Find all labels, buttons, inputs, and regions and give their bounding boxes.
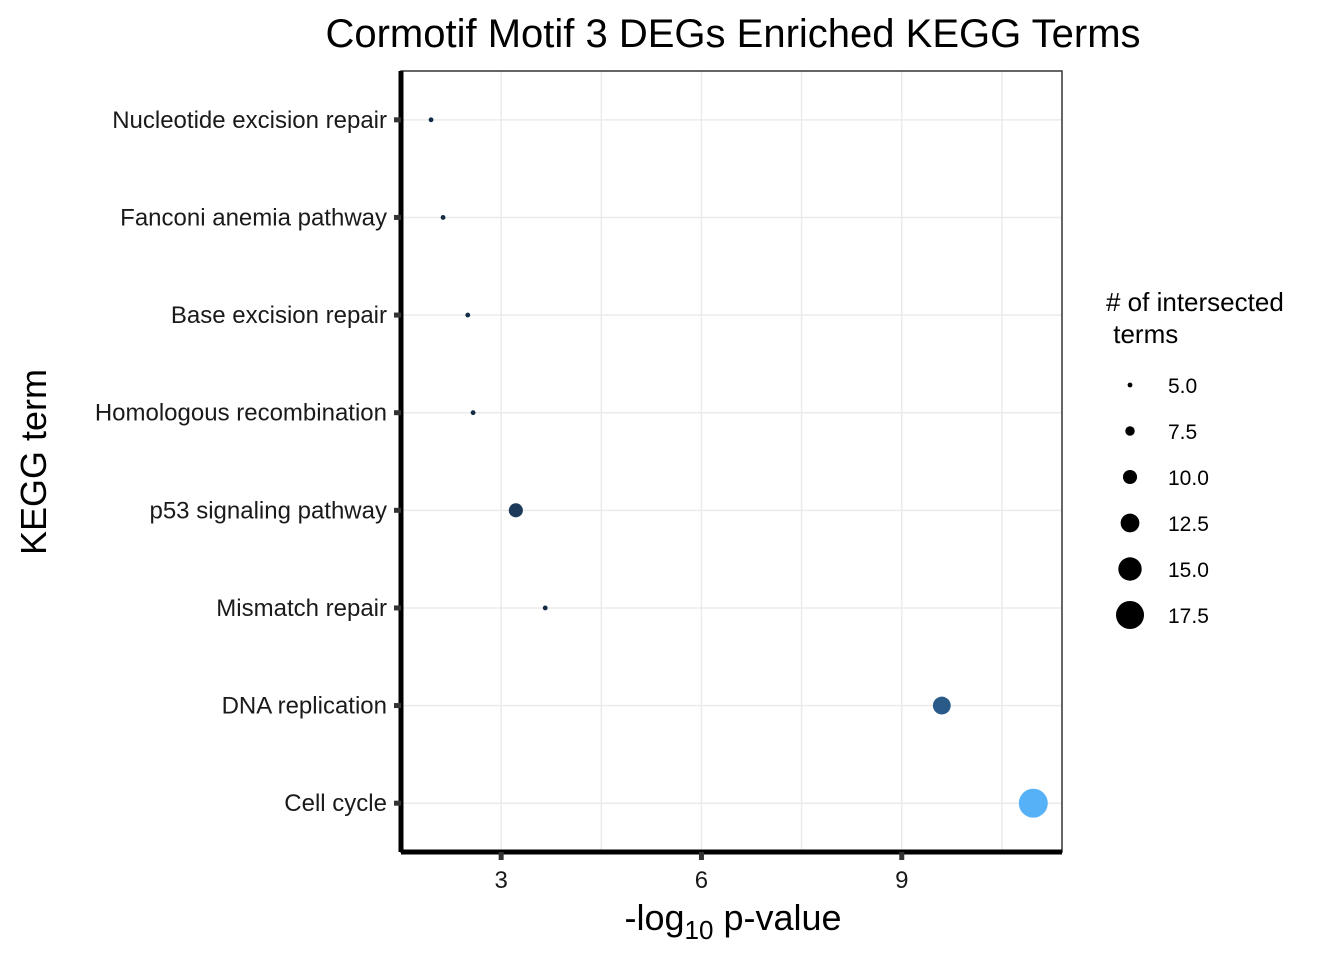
y-tick-label: Mismatch repair bbox=[216, 595, 387, 622]
grid-lines bbox=[401, 71, 1062, 852]
y-tick-label: Cell cycle bbox=[284, 790, 387, 817]
y-tick-label: Homologous recombination bbox=[95, 400, 387, 427]
data-point bbox=[1018, 788, 1048, 818]
data-point bbox=[470, 410, 476, 416]
size-legend: 5.0 7.5 10.0 12.5 15.0 17.5 bbox=[1115, 375, 1209, 630]
legend-key-circle bbox=[1125, 426, 1135, 436]
legend-key-label: 10.0 bbox=[1168, 467, 1209, 490]
legend-key-label: 15.0 bbox=[1168, 559, 1209, 582]
chart-title: Cormotif Motif 3 DEGs Enriched KEGG Term… bbox=[325, 12, 1140, 56]
x-tick-label: 3 bbox=[494, 867, 507, 894]
data-point bbox=[440, 215, 446, 220]
data-point bbox=[508, 503, 523, 518]
data-point bbox=[932, 696, 951, 715]
y-tick-label: Nucleotide excision repair bbox=[112, 107, 387, 134]
data-point bbox=[428, 117, 434, 123]
x-axis-title-prefix: -log bbox=[624, 897, 684, 938]
legend-key-circle bbox=[1115, 600, 1145, 630]
data-point bbox=[542, 605, 548, 611]
x-axis-title-suffix: p-value bbox=[713, 897, 841, 938]
data-points bbox=[428, 117, 1048, 818]
legend-key-circle bbox=[1127, 382, 1133, 388]
y-tick-label: DNA replication bbox=[222, 693, 387, 720]
y-tick-label: p53 signaling pathway bbox=[149, 497, 387, 524]
x-axis-title-subscript: 10 bbox=[685, 915, 714, 945]
x-axis-title: -log10 p-value bbox=[624, 897, 841, 945]
legend-key-label: 17.5 bbox=[1168, 605, 1209, 628]
legend-key-label: 7.5 bbox=[1168, 421, 1197, 444]
y-axis-title: KEGG term bbox=[13, 369, 54, 555]
legend-key-circle bbox=[1118, 557, 1142, 581]
x-axis-ticks: 3 6 9 bbox=[494, 852, 908, 894]
legend-key-label: 5.0 bbox=[1168, 375, 1197, 398]
legend-key-circle bbox=[1122, 469, 1138, 485]
legend-key-circle bbox=[1120, 513, 1140, 533]
y-tick-label: Base excision repair bbox=[171, 302, 387, 329]
legend-title-line1: # of intersected bbox=[1106, 287, 1284, 317]
legend-key-label: 12.5 bbox=[1168, 513, 1209, 536]
data-point bbox=[465, 312, 471, 318]
plot-panel-border bbox=[400, 70, 1063, 853]
x-tick-label: 6 bbox=[695, 867, 708, 894]
y-tick-label: Fanconi anemia pathway bbox=[120, 204, 387, 231]
y-axis-ticks: Nucleotide excision repair Fanconi anemia… bbox=[95, 107, 401, 817]
legend-title-line2: terms bbox=[1106, 319, 1178, 349]
x-tick-label: 9 bbox=[895, 867, 908, 894]
